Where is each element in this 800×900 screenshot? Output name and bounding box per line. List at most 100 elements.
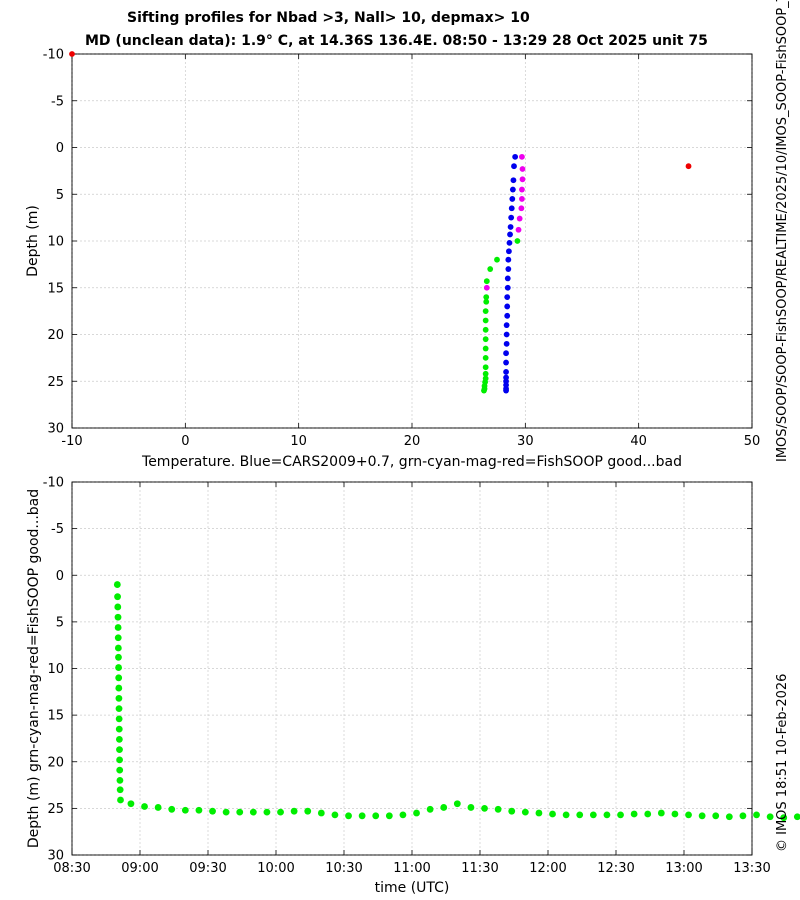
data-point — [181, 806, 189, 814]
data-point — [685, 811, 692, 819]
chart-title-line2: MD (unclean data): 1.9° C, at 14.36S 136… — [85, 33, 708, 49]
data-point — [519, 153, 525, 160]
data-point — [195, 806, 203, 814]
x-tick-label: 12:00 — [529, 861, 566, 876]
data-point — [481, 804, 488, 812]
data-point — [263, 808, 271, 816]
series-fishsoop-magenta — [483, 153, 526, 291]
data-point — [358, 812, 366, 820]
data-point — [483, 284, 490, 291]
y-tick-label: 20 — [47, 328, 64, 343]
data-point — [562, 811, 570, 819]
data-point — [317, 809, 325, 817]
data-point — [482, 326, 489, 333]
data-point — [753, 811, 760, 819]
y-axis-label: Depth (m) grn-cyan-mag-red=FishSOOP good… — [26, 489, 42, 848]
data-point — [504, 303, 511, 310]
data-point — [115, 653, 122, 661]
x-axis-label: time (UTC) — [375, 880, 450, 896]
data-point — [453, 800, 461, 808]
side-credit: © IMOS 18:51 10-Feb-2026 — [775, 673, 790, 852]
data-point — [793, 813, 800, 821]
data-point — [69, 51, 75, 57]
data-point — [503, 331, 510, 338]
data-point — [630, 810, 638, 818]
data-point — [114, 624, 122, 631]
data-point — [766, 813, 774, 821]
data-point — [413, 809, 420, 817]
data-point — [603, 811, 611, 819]
data-point — [712, 812, 720, 820]
data-point — [115, 705, 123, 712]
data-point — [483, 294, 490, 300]
data-point — [114, 634, 122, 642]
data-point — [482, 354, 489, 361]
data-point — [277, 808, 284, 816]
data-point — [114, 593, 121, 601]
data-point — [483, 298, 490, 305]
data-point — [503, 340, 510, 347]
data-point — [512, 153, 519, 160]
axes-frame — [71, 53, 753, 429]
data-point — [519, 166, 526, 172]
x-tick-label: 40 — [630, 434, 647, 449]
data-point — [116, 766, 124, 774]
data-point — [519, 176, 526, 183]
data-point — [507, 224, 514, 230]
data-point — [503, 387, 509, 394]
x-tick-label: 11:00 — [393, 861, 430, 876]
x-tick-label: 30 — [517, 434, 534, 449]
y-tick-label: 10 — [47, 235, 64, 250]
data-point — [331, 811, 339, 819]
data-point — [739, 812, 747, 820]
data-point — [482, 370, 489, 377]
data-point — [617, 811, 624, 819]
data-point — [209, 807, 216, 815]
data-point — [504, 294, 511, 300]
x-tick-label: 08:30 — [53, 861, 90, 876]
data-point — [482, 336, 489, 343]
data-point — [509, 196, 516, 202]
data-point — [115, 735, 123, 743]
x-tick-label: 09:00 — [121, 861, 158, 876]
data-point — [440, 804, 448, 811]
data-point — [518, 205, 525, 212]
data-point — [503, 322, 510, 329]
chart-title-line1: Sifting profiles for Nbad >3, Nall> 10, … — [127, 10, 530, 26]
series-fishsoop-bad — [69, 51, 692, 170]
data-point — [345, 812, 352, 820]
y-tick-label: -10 — [43, 48, 64, 63]
data-point — [141, 803, 148, 810]
data-point — [519, 186, 525, 193]
data-point — [114, 644, 122, 652]
data-point — [698, 812, 706, 820]
data-point — [482, 317, 489, 324]
y-tick-label: -5 — [51, 94, 64, 109]
data-point — [290, 807, 298, 815]
data-point — [482, 364, 489, 371]
y-axis-label: Depth (m) — [25, 205, 41, 277]
data-point — [504, 275, 511, 282]
data-point — [521, 808, 529, 816]
data-point — [494, 256, 500, 263]
y-tick-label: 15 — [47, 281, 64, 296]
data-point — [114, 603, 122, 611]
data-point — [519, 196, 525, 202]
data-point — [671, 810, 679, 818]
y-tick-label: 5 — [56, 615, 64, 630]
data-point — [115, 684, 123, 692]
x-tick-label: 10 — [290, 434, 307, 449]
data-point — [426, 805, 434, 813]
data-point — [154, 804, 162, 811]
data-point — [725, 813, 733, 821]
y-tick-label: 25 — [47, 375, 64, 390]
data-point — [549, 810, 556, 818]
data-point — [399, 811, 407, 819]
data-point — [116, 777, 124, 784]
data-point — [482, 345, 489, 352]
data-point — [503, 350, 509, 357]
data-point — [504, 312, 511, 319]
x-tick-label: -10 — [61, 434, 82, 449]
data-point — [304, 807, 312, 815]
